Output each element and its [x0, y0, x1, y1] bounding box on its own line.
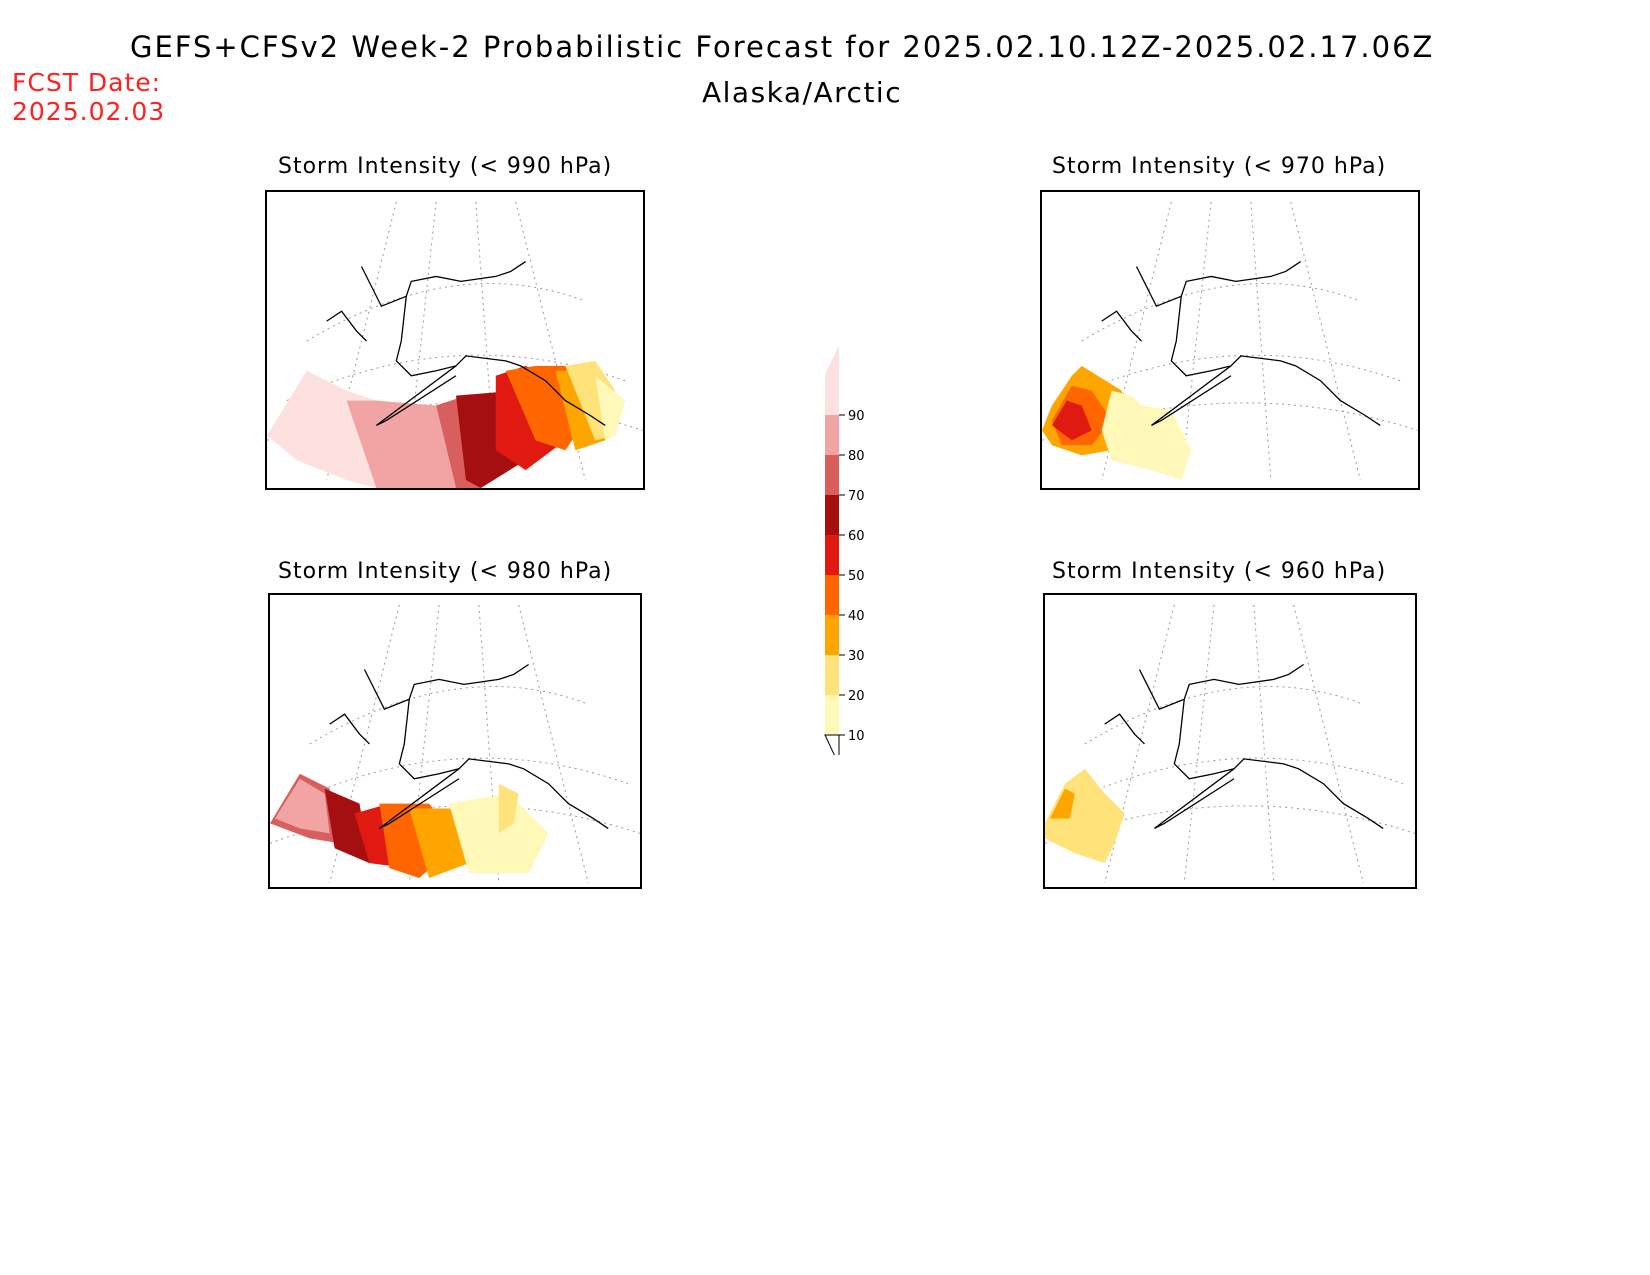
colorbar-swatch — [825, 455, 839, 495]
coastline — [329, 663, 609, 829]
forecast-date-value: 2025.02.03 — [12, 97, 166, 126]
forecast-date-label: FCST Date: — [12, 68, 162, 97]
probability-shading — [270, 773, 549, 879]
coastline — [1104, 663, 1384, 829]
colorbar-swatch — [825, 535, 839, 575]
map-panel-980 — [268, 593, 642, 889]
probability-shading — [267, 360, 626, 488]
map-panel-970 — [1040, 190, 1420, 490]
main-title: GEFS+CFSv2 Week-2 Probabilistic Forecast… — [130, 30, 1435, 64]
panel-title-990: Storm Intensity (< 990 hPa) — [278, 154, 613, 179]
colorbar-tick-label: 70 — [848, 489, 865, 504]
colorbar-tick-label: 40 — [848, 609, 865, 624]
probability-shading — [1042, 365, 1192, 481]
colorbar-tick-label: 60 — [848, 529, 865, 544]
colorbar-swatch — [825, 415, 839, 455]
colorbar-tick-label: 90 — [848, 409, 865, 424]
probability-shading — [1045, 768, 1125, 864]
colorbar-swatch — [825, 615, 839, 655]
panel-title-980: Storm Intensity (< 980 hPa) — [278, 559, 613, 584]
panel-title-970: Storm Intensity (< 970 hPa) — [1052, 154, 1387, 179]
colorbar-tick-label: 20 — [848, 689, 865, 704]
colorbar-swatch — [825, 655, 839, 695]
colorbar-tick-label: 50 — [848, 569, 865, 584]
colorbar-tick-label: 30 — [848, 649, 865, 664]
colorbar-tick-label: 10 — [848, 729, 865, 744]
coastline — [326, 260, 606, 427]
map-panel-960 — [1043, 593, 1417, 889]
forecast-date-block: FCST Date: 2025.02.03 — [12, 68, 165, 126]
colorbar-swatch — [825, 375, 839, 415]
colorbar: 10 20 30 40 50 60 70 80 90 — [824, 345, 865, 755]
colorbar-top-extension — [825, 345, 839, 375]
panel-title-960: Storm Intensity (< 960 hPa) — [1052, 559, 1387, 584]
colorbar-swatch — [825, 695, 839, 735]
coastline — [1101, 260, 1381, 427]
colorbar-swatch — [825, 575, 839, 615]
colorbar-swatch — [825, 495, 839, 535]
colorbar-tick-label: 80 — [848, 449, 865, 464]
map-panel-990 — [265, 190, 645, 490]
colorbar-bottom-extension — [824, 734, 840, 755]
region-subtitle: Alaska/Arctic — [702, 76, 903, 109]
